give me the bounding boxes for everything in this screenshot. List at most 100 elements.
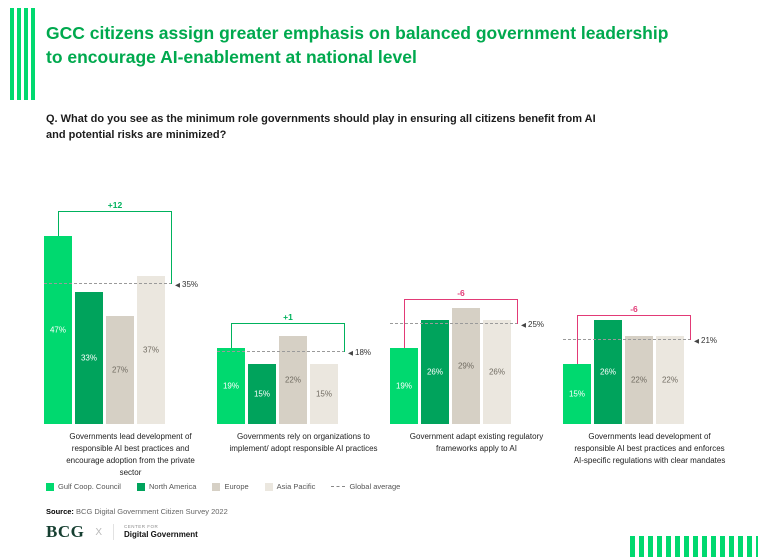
source-label: Source: bbox=[46, 507, 74, 516]
bar-value-label: 19% bbox=[222, 381, 239, 391]
color-swatch bbox=[46, 482, 54, 491]
legend-label: Europe bbox=[224, 482, 249, 491]
left-arrow-icon: ◀ bbox=[694, 338, 699, 345]
digital-government-logo: Center for Digital Government bbox=[113, 524, 198, 540]
delta-value-label: +1 bbox=[283, 312, 293, 322]
chart-group: 19% 15% 22% 15% ◀ 18% +1 Governments rely on or… bbox=[217, 192, 390, 492]
source-text: BCG Digital Government Citizen Survey 20… bbox=[76, 507, 228, 516]
bar-gulf-coop-council: 19% bbox=[390, 348, 418, 424]
legend-item-global-average: Global average bbox=[331, 482, 400, 491]
delta-bracket-right-tick bbox=[517, 300, 518, 324]
bar-value-label: 37% bbox=[142, 345, 159, 355]
legend-label: Gulf Coop. Council bbox=[58, 482, 121, 491]
bar-value-label: 26% bbox=[599, 367, 616, 377]
delta-bracket-left-tick bbox=[58, 212, 59, 236]
legend-item-north-america: North America bbox=[136, 482, 197, 491]
bar-north-america: 26% bbox=[421, 320, 449, 424]
color-swatch bbox=[136, 482, 145, 491]
legend-label: North America bbox=[148, 482, 197, 491]
delta-bracket bbox=[404, 299, 518, 300]
footer-logos: BCG X Center for Digital Government bbox=[46, 521, 198, 543]
bar-value-label: 33% bbox=[80, 353, 97, 363]
bar-asia-pacific: 26% bbox=[483, 320, 511, 424]
chart-group: 47% 33% 27% 37% ◀ 35% +12 Governments lead deve… bbox=[44, 192, 217, 492]
delta-value-label: -6 bbox=[630, 304, 638, 314]
delta-bracket bbox=[231, 323, 345, 324]
bar-gulf-coop-council: 47% bbox=[44, 236, 72, 424]
left-arrow-icon: ◀ bbox=[175, 282, 180, 289]
green-stripes-decoration-top-left bbox=[10, 8, 37, 100]
global-average-text: 25% bbox=[528, 320, 545, 329]
legend-item-europe: Europe bbox=[212, 482, 249, 491]
delta-bracket-right-tick bbox=[171, 212, 172, 284]
bar-value-label: 22% bbox=[661, 375, 678, 385]
delta-value-label: +12 bbox=[107, 200, 123, 210]
chart-group-plot: 19% 15% 22% 15% ◀ 18% +1 bbox=[217, 192, 390, 424]
chart-group: 15% 26% 22% 22% ◀ 21% -6 Governments lead devel… bbox=[563, 192, 736, 492]
bar-value-label: 15% bbox=[568, 389, 585, 399]
bar-gulf-coop-council: 15% bbox=[563, 364, 591, 424]
bar-asia-pacific: 37% bbox=[137, 276, 165, 424]
left-arrow-icon: ◀ bbox=[348, 350, 353, 357]
left-arrow-icon: ◀ bbox=[521, 322, 526, 329]
bar-value-label: 15% bbox=[253, 389, 270, 399]
bar-value-label: 22% bbox=[630, 375, 647, 385]
global-average-value: ◀ 18% bbox=[348, 348, 371, 357]
chart-group-plot: 47% 33% 27% 37% ◀ 35% +12 bbox=[44, 192, 217, 424]
bar-asia-pacific: 22% bbox=[656, 336, 684, 424]
global-average-value: ◀ 25% bbox=[521, 320, 544, 329]
digital-government-logo-bottom-line: Digital Government bbox=[124, 529, 198, 539]
bcg-logo: BCG bbox=[46, 522, 85, 541]
bar-value-label: 15% bbox=[315, 389, 332, 399]
green-stripes-decoration-bottom-right bbox=[630, 536, 758, 557]
page-title: GCC citizens assign greater emphasis on … bbox=[46, 23, 669, 67]
bar-value-label: 47% bbox=[49, 325, 66, 335]
bar-value-label: 22% bbox=[284, 375, 301, 385]
chart-group: 19% 26% 29% 26% ◀ 25% -6 Government adapt exist… bbox=[390, 192, 563, 492]
global-average-line bbox=[563, 339, 691, 340]
legend-label: Global average bbox=[349, 482, 401, 491]
dashed-line-swatch bbox=[331, 486, 346, 487]
delta-bracket bbox=[577, 315, 691, 316]
delta-bracket-left-tick bbox=[231, 324, 232, 348]
delta-bracket-left-tick bbox=[577, 316, 578, 364]
global-average-text: 21% bbox=[701, 336, 718, 345]
delta-bracket-left-tick bbox=[404, 300, 405, 348]
bar-chart: 47% 33% 27% 37% ◀ 35% +12 Governments lead deve… bbox=[44, 192, 736, 492]
bar-value-label: 19% bbox=[395, 381, 412, 391]
bar-value-label: 29% bbox=[457, 361, 474, 371]
bar-gulf-coop-council: 19% bbox=[217, 348, 245, 424]
bar-asia-pacific: 15% bbox=[310, 364, 338, 424]
global-average-line bbox=[217, 351, 345, 352]
global-average-line bbox=[44, 283, 172, 284]
color-swatch bbox=[212, 482, 221, 491]
digital-government-logo-top-line: Center for bbox=[124, 524, 159, 530]
bar-value-label: 27% bbox=[111, 365, 128, 375]
bar-europe: 29% bbox=[452, 308, 480, 424]
global-average-line bbox=[390, 323, 518, 324]
bar-europe: 22% bbox=[625, 336, 653, 424]
chart-group-caption: Governments lead development of responsi… bbox=[573, 432, 726, 465]
logo-separator: X bbox=[95, 526, 103, 538]
survey-question: Q. What do you see as the minimum role g… bbox=[46, 113, 596, 141]
chart-group-plot: 19% 26% 29% 26% ◀ 25% -6 bbox=[390, 192, 563, 424]
chart-legend: Gulf Coop. Council North America Europe Asi… bbox=[46, 482, 400, 491]
bar-north-america: 33% bbox=[75, 292, 103, 424]
global-average-text: 35% bbox=[182, 280, 199, 289]
legend-label: Asia Pacific bbox=[276, 482, 316, 491]
bar-value-label: 26% bbox=[488, 367, 505, 377]
global-average-value: ◀ 35% bbox=[175, 280, 198, 289]
delta-bracket bbox=[58, 211, 172, 212]
bar-europe: 22% bbox=[279, 336, 307, 424]
chart-group-caption: Government adapt existing regulatory fra… bbox=[409, 432, 544, 453]
legend-item-gulf-coop-council: Gulf Coop. Council bbox=[46, 482, 121, 491]
bar-value-label: 26% bbox=[426, 367, 443, 377]
chart-group-plot: 15% 26% 22% 22% ◀ 21% -6 bbox=[563, 192, 736, 424]
source-note: Source: BCG Digital Government Citizen S… bbox=[46, 507, 228, 516]
color-swatch bbox=[264, 482, 273, 491]
delta-value-label: -6 bbox=[457, 288, 465, 298]
global-average-text: 18% bbox=[355, 348, 372, 357]
delta-bracket-right-tick bbox=[690, 316, 691, 340]
legend-item-asia-pacific: Asia Pacific bbox=[264, 482, 316, 491]
